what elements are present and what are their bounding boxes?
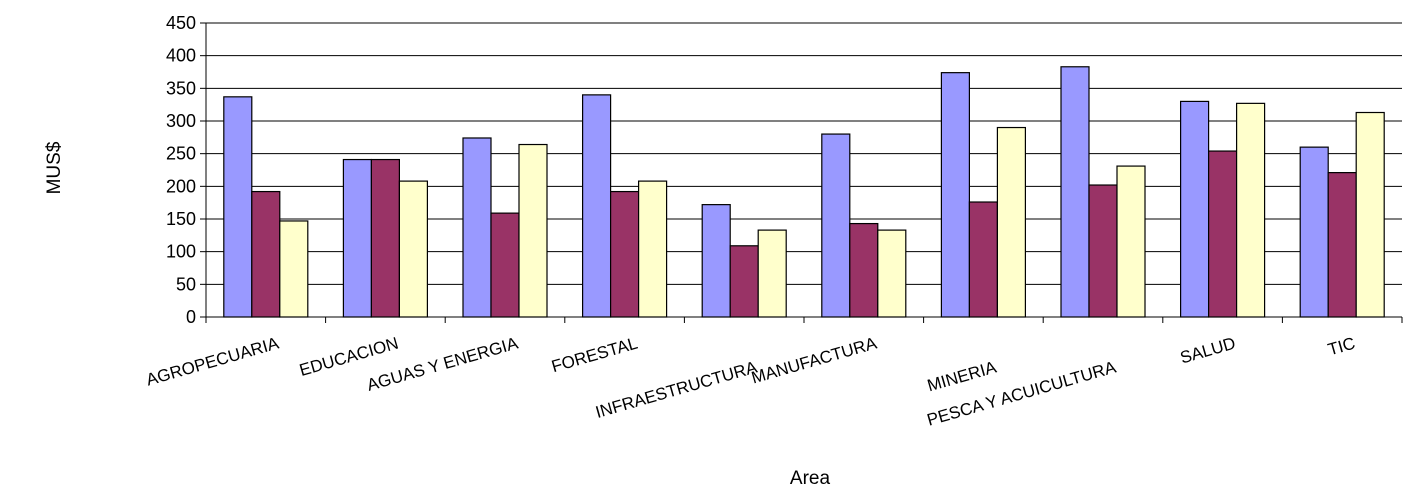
x-tick-label: MANUFACTURA — [749, 333, 879, 387]
bar — [251, 190, 281, 318]
x-tick-label: SALUD — [1178, 334, 1238, 368]
y-tick-label: 250 — [166, 144, 196, 164]
bar — [1327, 172, 1357, 318]
bar — [1207, 150, 1238, 318]
bar — [1088, 184, 1118, 318]
bar — [996, 126, 1027, 318]
bar — [968, 201, 999, 318]
bar — [1179, 100, 1210, 318]
y-tick-labels: 0 50 100 150 200 250 300 350 400 450 — [166, 13, 196, 327]
bar — [398, 180, 428, 318]
y-tick-label: 100 — [166, 242, 196, 262]
bar — [1235, 102, 1266, 318]
bars — [223, 66, 1385, 318]
y-tick-label: 300 — [166, 111, 196, 131]
bar — [462, 137, 492, 318]
bar — [849, 222, 879, 318]
bar — [757, 229, 787, 318]
bar — [1116, 165, 1146, 318]
bar — [1060, 66, 1090, 318]
bar — [940, 72, 971, 318]
axes — [200, 22, 1403, 323]
bar — [701, 204, 731, 318]
bar — [877, 229, 907, 318]
x-tick-label: TIC — [1326, 334, 1358, 360]
bar — [609, 190, 640, 318]
bar — [223, 96, 253, 318]
y-tick-label: 350 — [166, 78, 196, 98]
y-tick-label: 150 — [166, 209, 196, 229]
bar — [1355, 111, 1385, 318]
bar — [518, 143, 548, 318]
x-tick-label: INFRAESTRUCTURA — [593, 357, 760, 422]
bar — [1299, 146, 1329, 318]
y-tick-label: 450 — [166, 13, 196, 33]
bar — [581, 94, 612, 318]
x-tick-label: FORESTAL — [549, 334, 639, 377]
y-tick-label: 400 — [166, 46, 196, 66]
bar — [279, 220, 309, 318]
x-tick-label: MINERIA — [925, 357, 999, 395]
y-tick-label: 0 — [186, 307, 196, 327]
bar — [729, 245, 759, 318]
y-axis-title: MUS$ — [44, 141, 65, 194]
bar — [490, 212, 520, 318]
bar — [821, 133, 851, 318]
y-tick-label: 200 — [166, 176, 196, 196]
x-axis-title: Area — [790, 468, 831, 489]
y-tick-label: 50 — [176, 274, 196, 294]
x-tick-label: AGROPECUARIA — [144, 333, 282, 389]
bar — [370, 158, 400, 318]
bar — [342, 158, 372, 318]
bar — [637, 180, 668, 318]
